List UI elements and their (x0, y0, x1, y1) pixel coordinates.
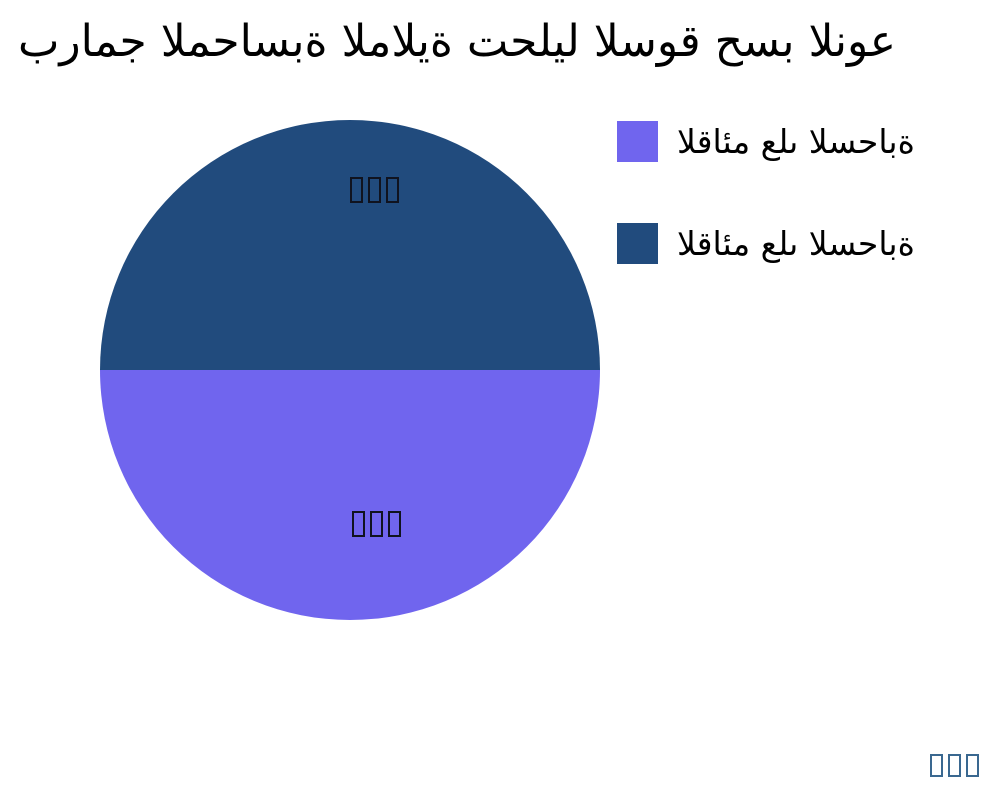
legend-item-2: القائم على السحابة (617, 223, 915, 264)
missing-glyph-box (930, 754, 943, 777)
legend-swatch-purple (617, 121, 658, 162)
missing-glyph-box (368, 177, 381, 203)
missing-glyph-box (386, 177, 399, 203)
missing-glyph-box (388, 511, 401, 537)
legend-label: القائم على السحابة (677, 224, 915, 263)
pie-slice-bottom-value-label (352, 511, 401, 537)
footer-caption-boxes (930, 754, 979, 777)
legend-swatch-navy (617, 223, 658, 264)
missing-glyph-box (966, 754, 979, 777)
legend-label: القائم على السحابة (677, 122, 915, 161)
pie (100, 120, 600, 620)
missing-glyph-box (948, 754, 961, 777)
chart-title: برامج المحاسبة المالية تحليل السوق حسب ا… (18, 16, 896, 67)
missing-glyph-box (350, 177, 363, 203)
legend-item-1: القائم على السحابة (617, 121, 915, 162)
missing-glyph-box (352, 511, 365, 537)
pie-slice-top-value-label (350, 177, 399, 203)
missing-glyph-box (370, 511, 383, 537)
